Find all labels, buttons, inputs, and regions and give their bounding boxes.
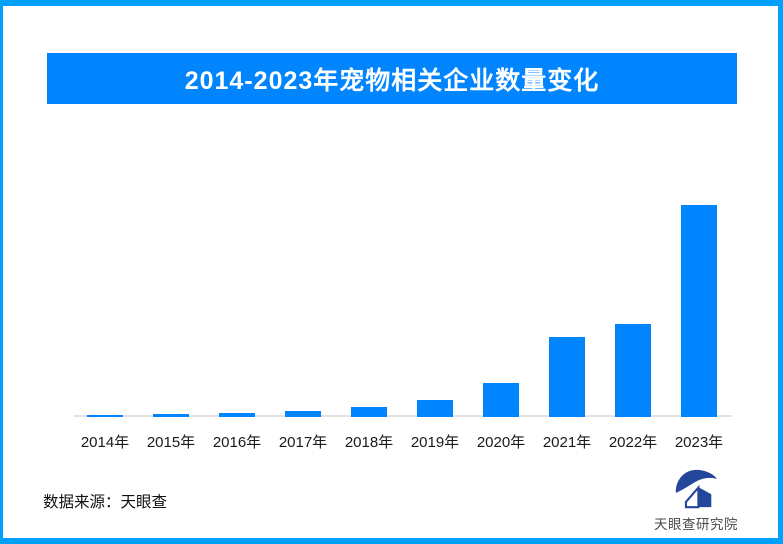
x-tick-label-2023年: 2023年	[674, 434, 724, 451]
bar-2018年	[351, 407, 387, 417]
x-tick-label-2021年: 2021年	[542, 434, 592, 451]
x-tick-label-2020年: 2020年	[476, 434, 526, 451]
bar-2017年	[285, 411, 321, 417]
x-tick-label-2014年: 2014年	[80, 434, 130, 451]
bar-2016年	[219, 413, 255, 417]
tianyancha-eye-icon	[675, 469, 718, 509]
bar-2021年	[549, 337, 585, 417]
bars-container	[3, 6, 778, 417]
x-tick-label-2015年: 2015年	[146, 434, 196, 451]
chart-title-banner: 2014-2023年宠物相关企业数量变化	[47, 53, 737, 104]
x-tick-label-2019年: 2019年	[410, 434, 460, 451]
tianyancha-logo: 天眼查研究院	[650, 467, 742, 533]
data-source-label: 数据来源：天眼查	[43, 494, 168, 511]
x-tick-label-2017年: 2017年	[278, 434, 328, 451]
chart-title: 2014-2023年宠物相关企业数量变化	[184, 66, 600, 95]
bar-2014年	[87, 415, 123, 417]
bar-2020年	[483, 383, 519, 417]
bar-chart: 2014年 2015年 2016年 2017年 2018年 2019年 2020年 2021年…	[3, 6, 778, 538]
x-axis-labels: 2014年 2015年 2016年 2017年 2018年 2019年 2020年 2021年…	[3, 431, 778, 453]
bar-2022年	[615, 324, 651, 417]
tianyancha-logo-text: 天眼查研究院	[654, 517, 738, 532]
x-tick-label-2016年: 2016年	[212, 434, 262, 451]
x-tick-label-2022年: 2022年	[608, 434, 658, 451]
x-axis-line	[74, 415, 732, 417]
x-tick-label-2018年: 2018年	[344, 434, 394, 451]
bar-2015年	[153, 414, 189, 417]
bar-2019年	[417, 400, 453, 417]
bar-2023年	[681, 205, 717, 417]
